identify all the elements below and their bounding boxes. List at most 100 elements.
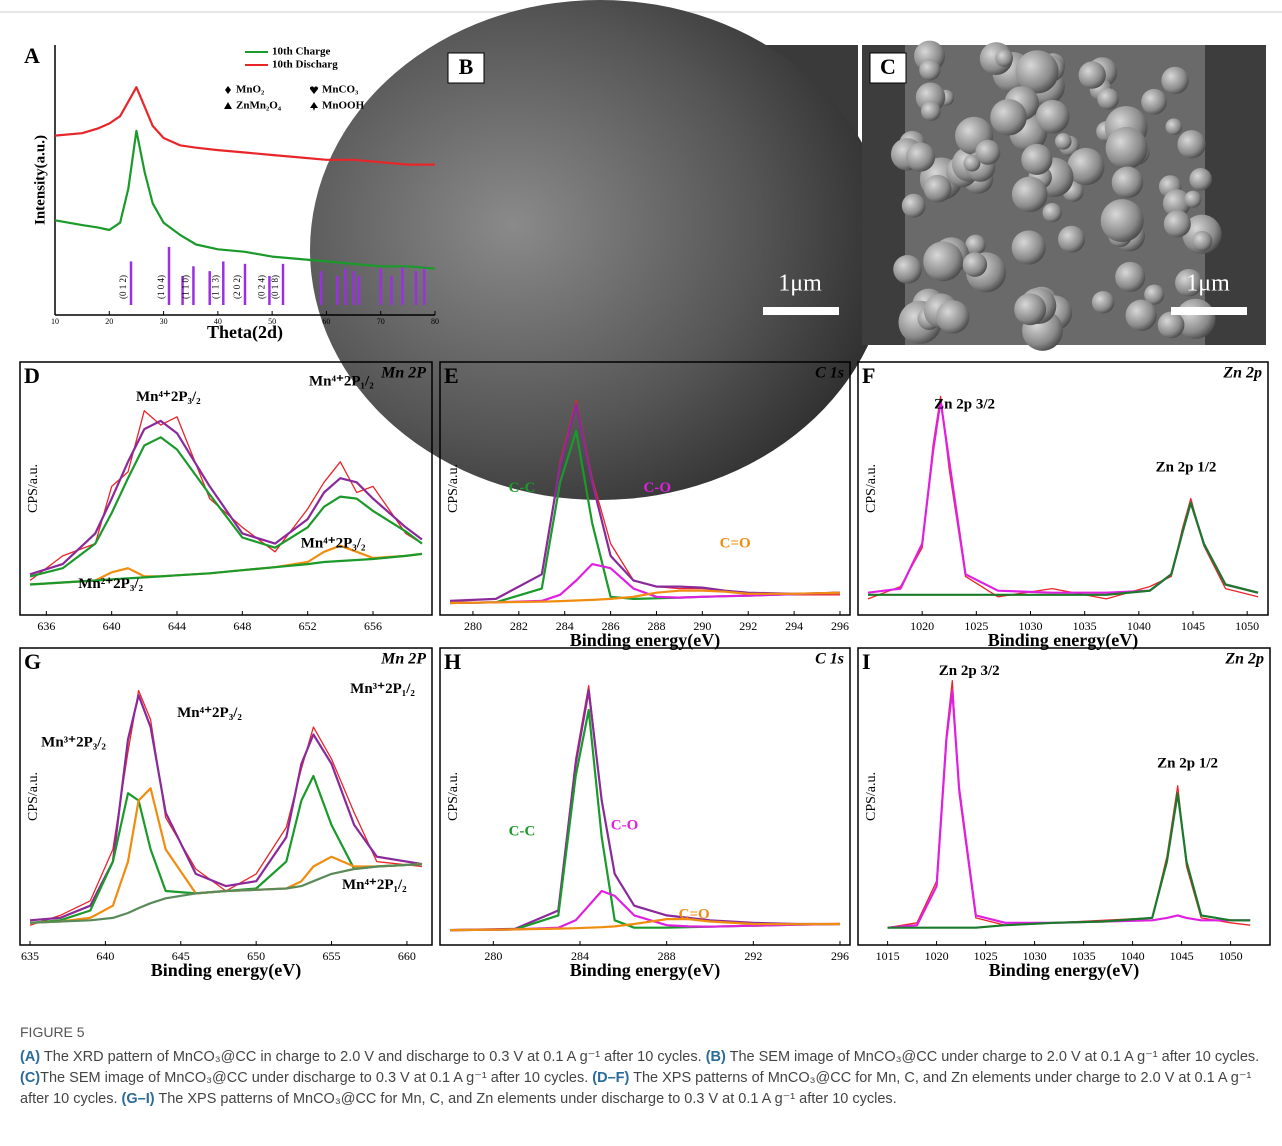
series-line <box>867 399 1259 594</box>
x-tick-label: 60 <box>322 317 330 326</box>
annotation: Zn 2p 1/2 <box>1157 755 1218 771</box>
annotation: C-O <box>644 480 672 496</box>
sem-sphere <box>1035 99 1070 134</box>
x-tick-label: 1025 <box>964 619 988 633</box>
scale-bar <box>1171 307 1247 315</box>
x-axis-label: Binding energy(eV) <box>989 960 1140 981</box>
sem-sphere <box>963 154 981 172</box>
caption-ref: (G–I) <box>121 1091 155 1107</box>
series-line <box>29 552 423 586</box>
annotation: Mn⁴⁺2P₁/₂ <box>309 374 374 390</box>
reference-label: (0 2 4) <box>256 275 266 299</box>
annotation: Zn 2p 3/2 <box>934 396 995 412</box>
reference-label: (0 1 2) <box>118 275 128 299</box>
chart-title: Zn 2p <box>1222 365 1262 382</box>
plot-frame <box>857 647 1271 946</box>
sem-sphere <box>1163 210 1191 238</box>
series-line <box>868 501 1259 596</box>
x-tick-label: 1030 <box>1019 619 1043 633</box>
legend-label: 10th Charge <box>272 46 330 58</box>
x-tick-label: 1030 <box>1023 949 1047 963</box>
x-tick-label: 40 <box>214 317 222 326</box>
series-line <box>449 689 840 932</box>
sem-sphere <box>1144 284 1165 305</box>
y-axis-label: CPS/a.u. <box>26 772 41 821</box>
legend-label: MnCO₃ <box>322 84 359 96</box>
sem-sphere <box>1021 143 1053 175</box>
panel-label: B <box>459 54 474 79</box>
panel-label: E <box>444 363 459 388</box>
sem-sphere <box>1162 189 1191 218</box>
legend-symbol <box>225 86 231 94</box>
x-tick-label: 1040 <box>1127 619 1151 633</box>
sem-sphere <box>936 300 970 334</box>
sem-sphere <box>1189 167 1212 191</box>
annotation: Mn⁴⁺2P₃/₂ <box>301 536 366 552</box>
sem-sphere <box>1058 225 1085 253</box>
x-tick-label: 655 <box>323 949 341 963</box>
y-axis-label: CPS/a.u. <box>446 772 461 821</box>
x-tick-label: 1035 <box>1073 619 1097 633</box>
x-tick-label: 1040 <box>1121 949 1145 963</box>
x-tick-label: 1025 <box>974 949 998 963</box>
sem-sphere <box>990 98 1027 136</box>
legend-label: 10th Discharg <box>272 59 338 71</box>
sem-sphere <box>1111 166 1144 199</box>
caption-segment: The SEM image of MnCO₃@CC under charge t… <box>725 1049 1260 1065</box>
sem-sphere <box>1175 268 1203 297</box>
x-tick-label: 50 <box>268 317 276 326</box>
series-line <box>54 129 436 270</box>
chart-title: Mn 2P <box>380 651 426 668</box>
y-axis-label: CPS/a.u. <box>446 464 461 513</box>
legend-label: MnOOH <box>322 100 365 112</box>
sem-sphere <box>1157 311 1185 339</box>
caption-ref: (A) <box>20 1049 41 1065</box>
x-tick-label: 280 <box>464 619 482 633</box>
x-tick-label: 282 <box>510 619 528 633</box>
x-tick-label: 290 <box>693 619 711 633</box>
panel-label: C <box>880 54 896 79</box>
sem-sphere <box>1067 147 1105 186</box>
panel-label-box <box>447 52 485 84</box>
series-line <box>449 684 840 931</box>
sem-sphere <box>962 252 988 277</box>
sem-sphere <box>1042 203 1062 223</box>
annotation: Mn³⁺2P₁/₂ <box>350 681 415 697</box>
x-tick-label: 10 <box>51 317 59 326</box>
sem-sphere <box>1191 230 1213 252</box>
annotation: C-C <box>509 480 536 496</box>
series-line <box>449 918 841 932</box>
plot-frame <box>857 361 1269 616</box>
sem-sphere <box>1011 176 1048 213</box>
series-line <box>29 419 423 576</box>
plot-frame <box>439 647 851 946</box>
sem-sphere <box>1184 190 1202 208</box>
legend-label: MnO₂ <box>236 84 265 96</box>
panel-label: D <box>24 363 40 388</box>
panel-label-box <box>869 52 907 84</box>
annotation: Mn²⁺2P₃/₂ <box>78 576 143 592</box>
x-axis-label: Binding energy(eV) <box>570 630 721 651</box>
sem-sphere <box>975 139 1001 165</box>
annotation: Mn⁴⁺2P₁/₂ <box>342 877 407 893</box>
x-tick-label: 70 <box>377 317 385 326</box>
legend-symbol <box>309 86 319 94</box>
x-axis-label: Binding energy(eV) <box>151 960 302 981</box>
series-line <box>29 787 423 924</box>
panel-label: I <box>862 649 871 674</box>
x-tick-label: 20 <box>105 317 113 326</box>
x-tick-label: 292 <box>739 619 757 633</box>
x-tick-label: 656 <box>364 619 382 633</box>
sem-sphere <box>1015 50 1059 94</box>
sem-sphere <box>923 241 964 282</box>
x-tick-label: 294 <box>785 619 803 633</box>
sem-sphere <box>1100 199 1144 243</box>
x-tick-label: 296 <box>831 949 849 963</box>
caption-ref: (D–F) <box>592 1070 630 1086</box>
x-tick-label: 1045 <box>1170 949 1194 963</box>
caption-segment: The XPS patterns of MnCO₃@CC for Mn, C, … <box>20 1070 1252 1107</box>
caption-segment: The SEM image of MnCO₃@CC under discharg… <box>40 1070 593 1086</box>
annotation: Zn 2p 1/2 <box>1156 460 1217 476</box>
plot-frame <box>19 361 433 616</box>
